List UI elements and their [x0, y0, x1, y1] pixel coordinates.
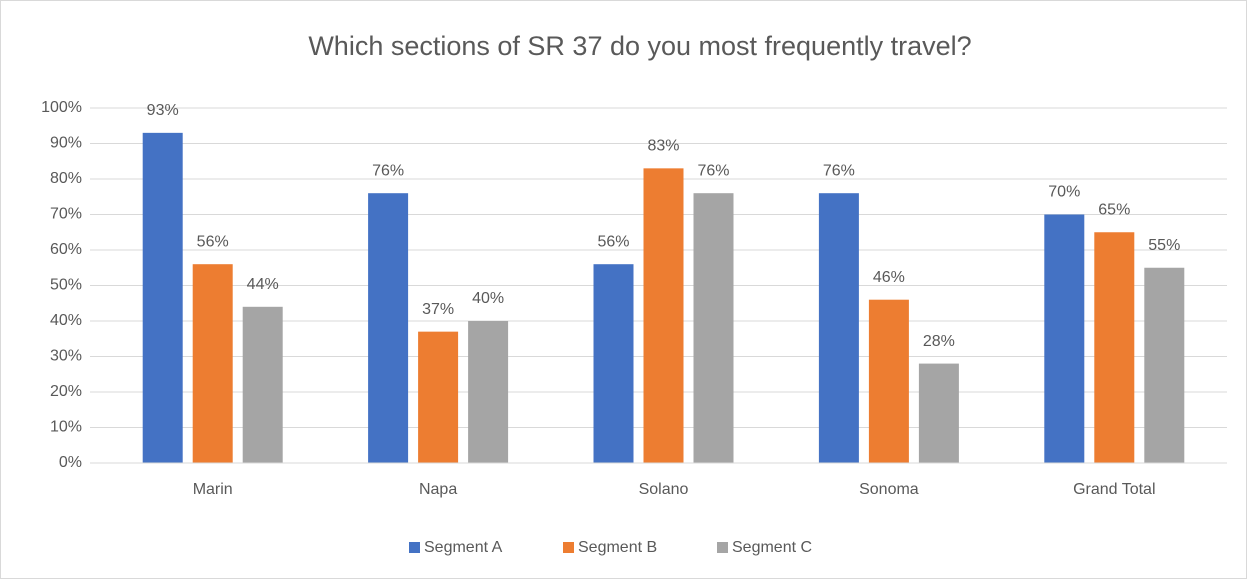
x-tick-label: Grand Total [1073, 481, 1155, 498]
y-tick-label: 80% [50, 170, 82, 187]
bar [242, 306, 283, 463]
data-label: 93% [147, 102, 179, 119]
data-label: 83% [647, 138, 679, 155]
data-label: 70% [1048, 184, 1080, 201]
legend-swatch [563, 542, 574, 553]
bar [142, 132, 183, 463]
data-label: 40% [472, 290, 504, 307]
bar [593, 264, 634, 463]
bar [1144, 267, 1185, 463]
bar [918, 363, 959, 463]
data-label: 55% [1148, 237, 1180, 254]
data-label: 37% [422, 301, 454, 318]
legend-swatch [717, 542, 728, 553]
bar [1044, 214, 1085, 463]
y-tick-label: 100% [41, 99, 82, 116]
x-tick-label: Solano [639, 481, 689, 498]
legend-label: Segment A [424, 539, 503, 556]
y-tick-label: 10% [50, 419, 82, 436]
bar [643, 168, 684, 463]
legend-label: Segment B [578, 539, 657, 556]
y-tick-label: 0% [59, 454, 82, 471]
y-tick-label: 90% [50, 135, 82, 152]
bar [1094, 232, 1135, 463]
data-label: 56% [597, 233, 629, 250]
bar [818, 193, 859, 463]
bar [468, 321, 509, 463]
data-label: 76% [823, 162, 855, 179]
y-tick-label: 20% [50, 383, 82, 400]
data-label: 76% [372, 162, 404, 179]
x-tick-label: Marin [193, 481, 233, 498]
legend-label: Segment C [732, 539, 812, 556]
y-tick-label: 30% [50, 348, 82, 365]
bar [418, 331, 459, 463]
data-label: 46% [873, 269, 905, 286]
data-label: 28% [923, 333, 955, 350]
y-tick-label: 50% [50, 277, 82, 294]
bar [693, 193, 734, 463]
data-label: 65% [1098, 201, 1130, 218]
y-tick-label: 70% [50, 206, 82, 223]
bar [192, 264, 233, 463]
chart-title: Which sections of SR 37 do you most freq… [308, 31, 971, 61]
y-tick-label: 40% [50, 312, 82, 329]
x-tick-label: Sonoma [859, 481, 919, 498]
data-label: 56% [197, 233, 229, 250]
data-label: 44% [247, 276, 279, 293]
bar [868, 299, 909, 463]
y-tick-label: 60% [50, 241, 82, 258]
data-label: 76% [697, 162, 729, 179]
x-tick-label: Napa [419, 481, 457, 498]
bar [368, 193, 409, 463]
legend-swatch [409, 542, 420, 553]
